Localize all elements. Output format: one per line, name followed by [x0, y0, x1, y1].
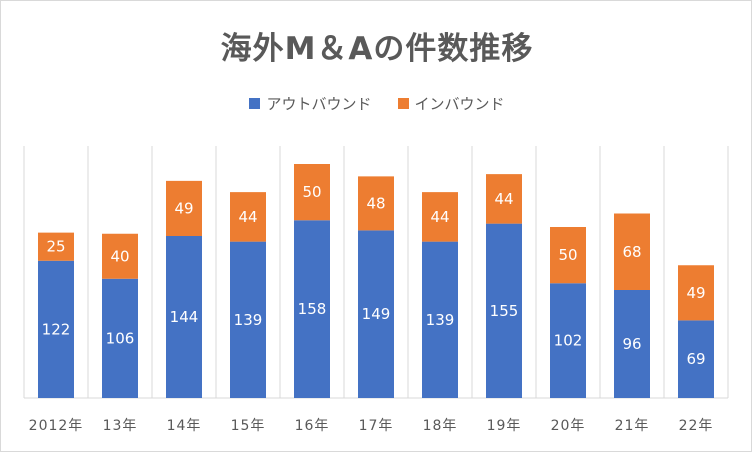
bar-inbound — [38, 232, 74, 261]
bar-inbound — [166, 180, 202, 236]
bar-outbound — [230, 241, 266, 398]
x-tick-label: 13年 — [103, 418, 138, 434]
x-tick-label: 20年 — [551, 418, 586, 434]
data-label-outbound: 69 — [686, 350, 705, 368]
x-tick-label: 17年 — [359, 418, 394, 434]
bar-outbound — [102, 278, 138, 398]
bar-outbound — [678, 320, 714, 398]
bar-outbound — [294, 220, 330, 398]
data-label-inbound: 25 — [46, 238, 65, 256]
bar-inbound — [678, 265, 714, 321]
x-tick-label: 14年 — [167, 418, 202, 434]
bar-inbound — [294, 164, 330, 221]
x-tick-label: 22年 — [679, 418, 714, 434]
data-label-inbound: 40 — [110, 247, 129, 265]
data-label-inbound: 50 — [558, 246, 577, 264]
chart-title: 海外M＆Aの件数推移 — [220, 31, 534, 67]
legend-item-outbound: アウトバウンド — [249, 93, 372, 114]
data-label-outbound: 96 — [622, 335, 641, 353]
data-label-outbound: 122 — [42, 320, 71, 338]
data-label-outbound: 144 — [170, 308, 199, 326]
bar-inbound — [230, 192, 266, 242]
bar-outbound — [166, 236, 202, 398]
data-label-outbound: 139 — [426, 311, 455, 329]
data-label-outbound: 139 — [234, 311, 263, 329]
x-tick-label: 2012年 — [29, 418, 84, 434]
bar-inbound — [102, 233, 138, 279]
data-label-inbound: 44 — [430, 208, 449, 226]
bar-inbound — [358, 176, 394, 231]
bar-inbound — [422, 192, 458, 242]
legend-swatch-outbound — [249, 98, 261, 109]
data-label-outbound: 149 — [362, 305, 391, 323]
x-tick-label: 19年 — [487, 418, 522, 434]
legend-label-inbound: インバウンド — [414, 95, 505, 113]
data-label-inbound: 48 — [366, 194, 385, 212]
x-tick-label: 15年 — [231, 418, 266, 434]
bar-outbound — [550, 283, 586, 398]
data-label-inbound: 44 — [494, 190, 513, 208]
data-label-inbound: 50 — [302, 183, 321, 201]
data-label-outbound: 158 — [298, 300, 327, 318]
legend-item-inbound: インバウンド — [397, 93, 505, 114]
legend-swatch-inbound — [397, 98, 409, 109]
bar-inbound — [550, 227, 586, 284]
bar-outbound — [486, 223, 522, 398]
data-label-inbound: 49 — [686, 284, 705, 302]
legend-label-outbound: アウトバウンド — [266, 95, 372, 113]
bar-inbound — [486, 174, 522, 224]
data-label-outbound: 155 — [490, 302, 519, 320]
x-tick-label: 21年 — [615, 418, 650, 434]
data-label-outbound: 102 — [554, 332, 583, 350]
bar-outbound — [422, 241, 458, 398]
data-label-inbound: 44 — [238, 208, 257, 226]
data-label-inbound: 49 — [174, 199, 193, 217]
data-label-outbound: 106 — [106, 329, 135, 347]
bar-outbound — [614, 290, 650, 398]
bar-outbound — [358, 230, 394, 398]
data-label-inbound: 68 — [622, 243, 641, 261]
bar-inbound — [614, 213, 650, 290]
legend: アウトバウンド インバウンド — [1, 93, 752, 114]
x-tick-label: 16年 — [295, 418, 330, 434]
x-tick-label: 18年 — [423, 418, 458, 434]
bar-outbound — [38, 260, 74, 398]
